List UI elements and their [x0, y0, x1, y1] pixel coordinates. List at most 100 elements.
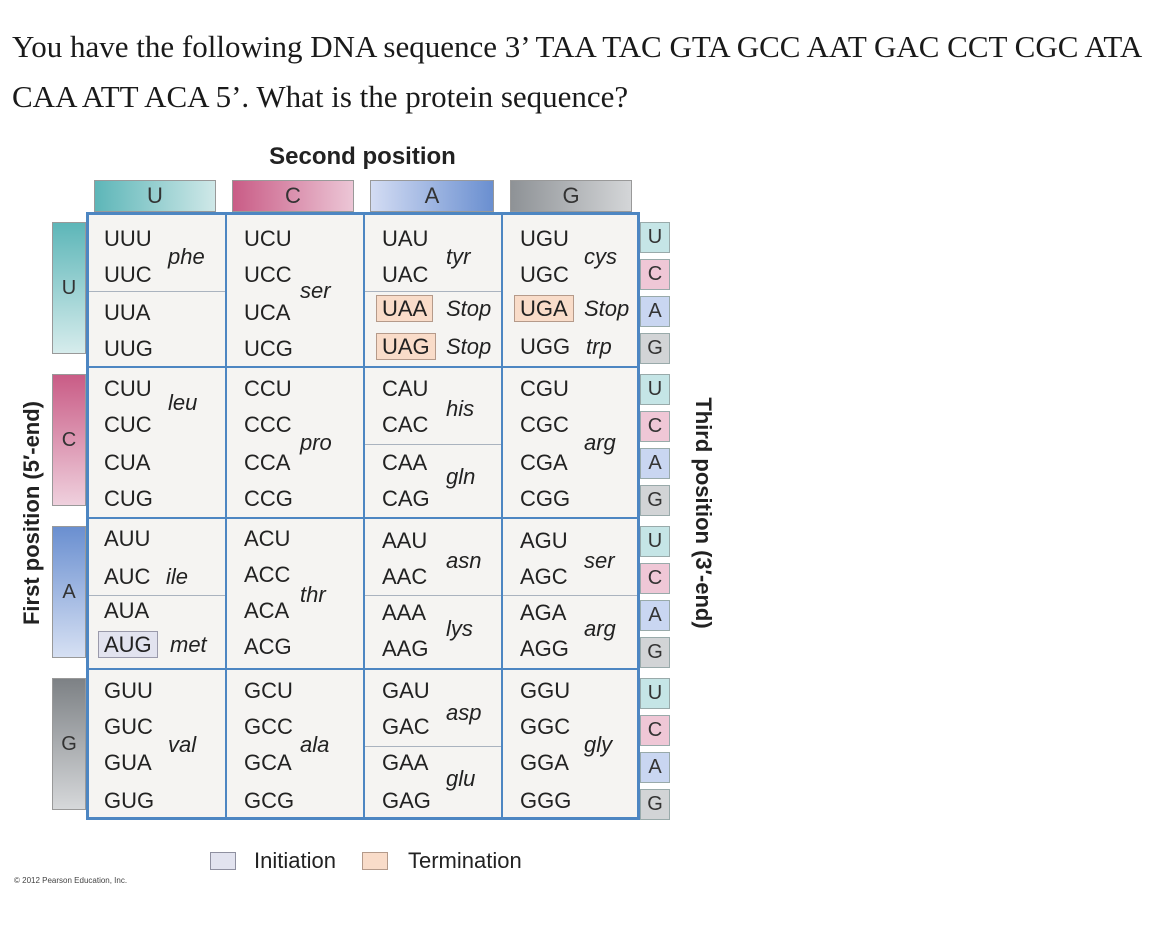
codon-ucg: UCG: [244, 336, 293, 361]
third-a-2: A: [640, 448, 670, 479]
codon-aag: AAG: [382, 636, 429, 661]
codon-cgg: CGG: [520, 486, 571, 511]
codon-auc: AUC: [104, 564, 151, 589]
codon-cga: CGA: [520, 450, 568, 475]
aa-pro: pro: [300, 430, 332, 455]
aa-ser-2: ser: [584, 548, 615, 573]
third-position-label: Third position (3′-end): [691, 397, 716, 629]
aa-his: his: [446, 396, 475, 421]
aa-stop-uaa: Stop: [446, 296, 492, 321]
third-g-4: G: [640, 789, 670, 820]
aa-gln: gln: [446, 464, 476, 489]
codon-gua: GUA: [104, 750, 152, 775]
codon-acc: ACC: [244, 562, 291, 587]
legend-termination-label: Termination: [408, 848, 522, 873]
codon-cca: CCA: [244, 450, 291, 475]
aa-cys: cys: [584, 244, 617, 269]
row-head-c: C: [52, 374, 86, 506]
codon-aac: AAC: [382, 564, 428, 589]
codon-uuu: UUU: [104, 226, 152, 251]
codon-agg: AGG: [520, 636, 569, 661]
codon-uca: UCA: [244, 300, 291, 325]
aa-ser-1: ser: [300, 278, 331, 303]
codon-cuu: CUU: [104, 376, 152, 401]
third-u-1: U: [640, 222, 670, 253]
codon-cgc: CGC: [520, 412, 569, 437]
codon-aca: ACA: [244, 598, 290, 623]
first-position-label: First position (5′-end): [19, 400, 44, 626]
codon-ugg: UGG: [520, 334, 571, 359]
aa-arg-1: arg: [584, 430, 616, 455]
col-head-a: A: [370, 180, 494, 212]
codon-uga: UGA: [514, 295, 574, 322]
codon-cac: CAC: [382, 412, 429, 437]
col-head-u: U: [94, 180, 216, 212]
col-head-g: G: [510, 180, 632, 212]
codon-gug: GUG: [104, 788, 155, 813]
row-head-u: U: [52, 222, 86, 354]
aa-met: met: [170, 632, 207, 657]
codon-acg: ACG: [244, 634, 292, 659]
codon-gac: GAC: [382, 714, 430, 739]
codon-aau: AAU: [382, 528, 428, 553]
aa-ile: ile: [166, 564, 189, 589]
aa-thr: thr: [300, 582, 326, 607]
codon-cug: CUG: [104, 486, 153, 511]
codon-ggc: GGC: [520, 714, 571, 739]
codon-uua: UUA: [104, 300, 151, 325]
second-position-label: Second position: [269, 143, 456, 170]
aa-stop-uga: Stop: [584, 296, 630, 321]
codon-gcu: GCU: [244, 678, 293, 703]
codon-aaa: AAA: [382, 600, 427, 625]
legend-termination-swatch: [362, 852, 388, 870]
codon-uag: UAG: [376, 333, 436, 360]
codon-aga: AGA: [520, 600, 567, 625]
third-g-2: G: [640, 485, 670, 516]
codon-aug-init: AUG: [98, 631, 158, 658]
codon-uga-term: UGA: [514, 295, 574, 322]
third-g-1: G: [640, 333, 670, 364]
legend-initiation-swatch: [210, 852, 236, 870]
aa-stop-uag: Stop: [446, 334, 492, 359]
third-u-4: U: [640, 678, 670, 709]
codon-cua: CUA: [104, 450, 151, 475]
third-c-3: C: [640, 563, 670, 594]
aa-leu: leu: [168, 390, 198, 415]
row-head-g: G: [52, 678, 86, 810]
codon-ggg: GGG: [520, 788, 572, 813]
codon-gaa: GAA: [382, 750, 429, 775]
row-head-a: A: [52, 526, 86, 658]
codon-gca: GCA: [244, 750, 292, 775]
codon-ugu: UGU: [520, 226, 569, 251]
codon-caa: CAA: [382, 450, 428, 475]
codon-uug: UUG: [104, 336, 153, 361]
codon-uau: UAU: [382, 226, 429, 251]
codon-guu: GUU: [104, 678, 153, 703]
codon-uag-term: UAG: [376, 333, 436, 360]
third-a-4: A: [640, 752, 670, 783]
aa-glu: glu: [446, 766, 476, 791]
codon-gcg: GCG: [244, 788, 295, 813]
codon-agu: AGU: [520, 528, 568, 553]
codon-auu: AUU: [104, 526, 151, 551]
codon-ccu: CCU: [244, 376, 292, 401]
third-c-1: C: [640, 259, 670, 290]
codon-ucc: UCC: [244, 262, 292, 287]
codon-ugc: UGC: [520, 262, 569, 287]
codon-uaa: UAA: [376, 295, 434, 322]
third-c-2: C: [640, 411, 670, 442]
codon-gau: GAU: [382, 678, 430, 703]
third-a-1: A: [640, 296, 670, 327]
third-u-3: U: [640, 526, 670, 557]
codon-agc: AGC: [520, 564, 568, 589]
copyright-notice: © 2012 Pearson Education, Inc.: [14, 876, 128, 885]
codon-aua: AUA: [104, 598, 150, 623]
aa-trp: trp: [586, 334, 612, 359]
codon-uuc: UUC: [104, 262, 152, 287]
aa-phe: phe: [168, 244, 205, 269]
aa-val: val: [168, 732, 197, 757]
legend-initiation-label: Initiation: [254, 848, 336, 873]
codon-ggu: GGU: [520, 678, 571, 703]
codon-uac: UAC: [382, 262, 429, 287]
third-c-4: C: [640, 715, 670, 746]
